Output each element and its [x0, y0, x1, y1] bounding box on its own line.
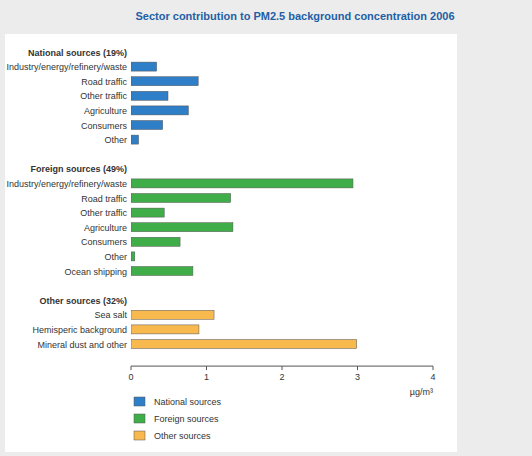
- x-tick: [357, 366, 358, 370]
- x-tick: [206, 366, 207, 370]
- legend-swatch: [134, 414, 145, 423]
- category-label: Ocean shipping: [64, 267, 127, 277]
- x-tick: [282, 366, 283, 370]
- x-tick-label: 3: [355, 372, 360, 382]
- category-label: Consumers: [81, 121, 128, 131]
- bar: [131, 62, 157, 71]
- bar: [131, 194, 231, 203]
- group-heading: National sources (19%): [28, 48, 127, 58]
- legend-swatch: [134, 397, 145, 406]
- bar: [131, 223, 233, 232]
- chart: Sector contribution to PM2.5 background …: [0, 0, 532, 456]
- x-tick-label: 4: [430, 372, 435, 382]
- legend-swatch: [134, 431, 145, 440]
- category-label: Mineral dust and other: [37, 340, 127, 350]
- group-heading: Foreign sources (49%): [30, 164, 127, 174]
- panel: [5, 34, 457, 452]
- bar: [131, 91, 168, 100]
- bar: [131, 267, 193, 276]
- category-label: Industry/energy/refinery/waste: [6, 62, 127, 72]
- bar: [131, 208, 164, 217]
- bar: [131, 179, 353, 188]
- bar: [131, 252, 135, 261]
- category-label: Road traffic: [81, 77, 127, 87]
- category-label: Agriculture: [84, 106, 127, 116]
- bar: [131, 310, 214, 319]
- category-label: Sea salt: [94, 310, 127, 320]
- group-heading: Other sources (32%): [39, 296, 127, 306]
- category-label: Consumers: [81, 237, 128, 247]
- bar: [131, 325, 199, 334]
- x-tick: [131, 366, 132, 370]
- bar: [131, 135, 139, 144]
- legend-label: Other sources: [154, 431, 211, 441]
- category-label: Hemisperic background: [32, 325, 127, 335]
- bar: [131, 121, 163, 130]
- category-label: Other: [104, 135, 127, 145]
- category-label: Road traffic: [81, 194, 127, 204]
- category-label: Other traffic: [80, 208, 127, 218]
- legend-label: Foreign sources: [154, 414, 219, 424]
- title: Sector contribution to PM2.5 background …: [135, 10, 454, 22]
- bar: [131, 340, 357, 349]
- bar: [131, 77, 198, 86]
- x-tick: [433, 366, 434, 370]
- category-label: Industry/energy/refinery/waste: [6, 179, 127, 189]
- bar: [131, 237, 180, 246]
- x-tick-label: 2: [279, 372, 284, 382]
- category-label: Other: [104, 252, 127, 262]
- legend-label: National sources: [154, 397, 222, 407]
- category-label: Other traffic: [80, 91, 127, 101]
- x-axis-label: µg/m³: [410, 387, 433, 397]
- x-tick-label: 1: [204, 372, 209, 382]
- category-label: Agriculture: [84, 223, 127, 233]
- bar: [131, 106, 188, 115]
- bars: [131, 62, 357, 348]
- x-tick-label: 0: [128, 372, 133, 382]
